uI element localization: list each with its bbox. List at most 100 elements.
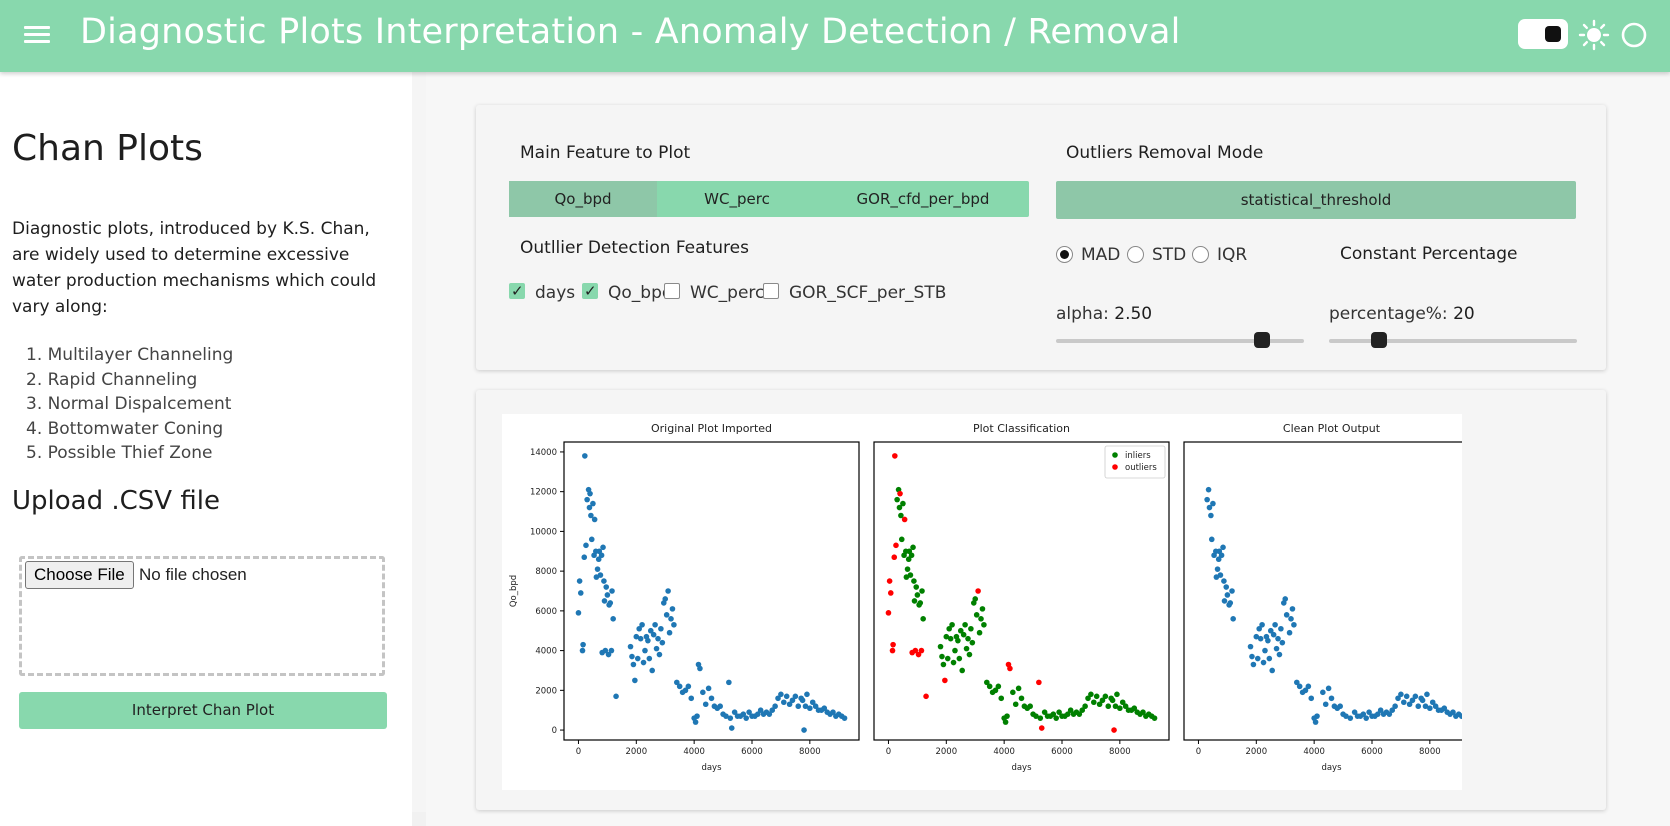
data-point [663, 612, 670, 618]
data-point [605, 651, 612, 658]
data-point [1064, 711, 1071, 717]
data-point [630, 661, 637, 668]
data-point [1250, 661, 1257, 668]
data-point [1289, 606, 1296, 612]
data-point [1151, 715, 1158, 721]
data-point [886, 578, 893, 584]
data-point [1406, 701, 1413, 708]
data-point [956, 655, 963, 662]
x-tick-label: 6000 [741, 747, 763, 757]
removal-mode-label: Outliers Removal Mode [1066, 143, 1264, 163]
percentage-slider[interactable] [1329, 332, 1577, 348]
data-point [1283, 612, 1290, 618]
radio-dot[interactable] [1192, 246, 1209, 263]
data-point [1096, 701, 1103, 708]
option-wc-perc[interactable]: WC_perc [704, 190, 770, 208]
data-point [634, 655, 641, 662]
data-point [952, 647, 958, 654]
option-qo-bpd[interactable]: Qo_bpd [509, 181, 657, 217]
plot-panel-1: Original Plot Imported 0 2000 4000 6000 8000 d… [509, 422, 860, 773]
data-point [957, 627, 964, 634]
mechanism-list: 1. Multilayer Channeling 2. Rapid Channe… [26, 343, 233, 466]
circle-icon[interactable] [1620, 21, 1648, 49]
plot-panel-3: Clean Plot Output 0 2000 4000 6000 8000 days [1183, 422, 1462, 773]
data-point [1056, 709, 1062, 715]
menu-icon[interactable] [24, 24, 50, 44]
data-point [1412, 693, 1419, 700]
data-point [786, 701, 793, 708]
data-point [766, 711, 773, 717]
data-point [799, 697, 806, 704]
interpret-button[interactable]: Interpret Chan Plot [19, 692, 387, 729]
data-point [1109, 697, 1116, 704]
file-dropzone[interactable]: Choose File No file chosen [19, 556, 385, 676]
y-tick-label: 4000 [535, 647, 557, 657]
sidebar-scrollbar[interactable] [412, 72, 426, 826]
data-point [1363, 715, 1370, 721]
legend-label: inliers [1125, 451, 1151, 461]
data-point [1230, 616, 1236, 622]
data-point [1111, 727, 1117, 733]
data-point [1273, 645, 1280, 652]
data-point [1347, 715, 1354, 721]
data-point [893, 542, 899, 549]
data-point [955, 637, 961, 644]
data-point [1257, 635, 1264, 642]
radio-dot[interactable] [1127, 246, 1144, 263]
data-point [968, 625, 974, 632]
checkbox-box[interactable] [582, 282, 598, 300]
data-point [812, 703, 819, 710]
option-gor[interactable]: GOR_cfd_per_bpd [856, 190, 990, 208]
percentage-slider-thumb[interactable] [1370, 332, 1387, 348]
data-point [939, 653, 945, 660]
data-point [692, 719, 699, 725]
data-point [983, 679, 990, 686]
legend-marker [1112, 452, 1118, 458]
sidebar-scrollbar-thumb[interactable] [412, 72, 426, 812]
sidebar-description: Diagnostic plots, introduced by K.S. Cha… [12, 219, 377, 317]
x-tick-label: 2000 [625, 747, 647, 757]
data-point [601, 598, 608, 604]
radio-dot[interactable] [1056, 246, 1073, 263]
checkbox-box[interactable] [664, 283, 680, 299]
data-point [1386, 711, 1393, 717]
constant-percentage-label: Constant Percentage [1340, 244, 1518, 264]
x-tick-label: 0 [576, 747, 581, 757]
theme-toggle[interactable] [1518, 19, 1568, 49]
alpha-slider[interactable] [1056, 332, 1304, 348]
choose-file-button[interactable]: Choose File [25, 561, 134, 589]
data-point [1082, 703, 1088, 710]
data-point [746, 709, 752, 715]
data-point [666, 629, 673, 636]
removal-mode-select[interactable]: statistical_threshold [1056, 181, 1576, 219]
data-point [1093, 693, 1100, 700]
checkbox-box[interactable] [763, 283, 779, 299]
data-point [603, 584, 610, 590]
data-point [1099, 697, 1106, 704]
checkbox-box[interactable] [509, 282, 525, 300]
percentage-label-text: percentage%: [1329, 304, 1448, 324]
alpha-slider-thumb[interactable] [1253, 332, 1270, 348]
data-point [937, 643, 944, 650]
data-point [962, 621, 968, 628]
data-point [1114, 691, 1120, 698]
data-point [640, 659, 647, 666]
data-point [594, 566, 601, 572]
data-point [979, 606, 986, 612]
data-point [1053, 715, 1060, 721]
y-tick-label: 10000 [530, 527, 557, 537]
list-item: 1. Multilayer Channeling [26, 345, 234, 365]
toggle-knob [1545, 26, 1561, 42]
data-point [1272, 621, 1278, 628]
data-point [1305, 683, 1312, 690]
file-status: No file chosen [139, 565, 247, 584]
data-point [897, 490, 903, 497]
data-point [1415, 703, 1422, 710]
data-point [898, 536, 905, 543]
data-point [1112, 703, 1119, 710]
x-tick-label: 4000 [993, 747, 1015, 757]
data-point [942, 677, 948, 684]
data-point [645, 637, 651, 644]
sun-icon[interactable] [1578, 19, 1610, 51]
data-point [639, 621, 645, 628]
